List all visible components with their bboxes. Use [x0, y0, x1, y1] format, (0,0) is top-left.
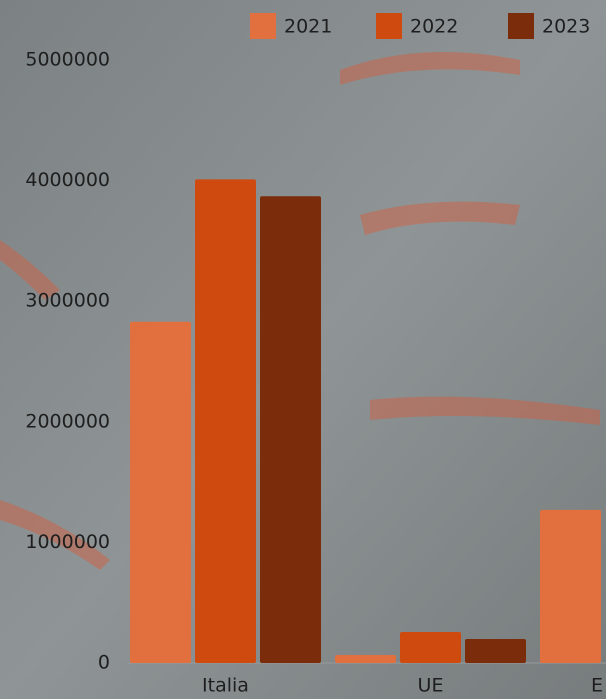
y-tick-label: 0 — [98, 652, 110, 674]
x-tick-label: Italia — [202, 675, 249, 697]
y-tick-label: 5000000 — [25, 49, 110, 71]
bar — [130, 321, 191, 663]
bar — [465, 639, 526, 663]
y-tick-label: 1000000 — [25, 531, 110, 553]
lava-streaks — [0, 52, 600, 570]
bar — [260, 196, 321, 663]
legend-label: 2023 — [542, 16, 590, 38]
y-tick-label: 2000000 — [25, 410, 110, 432]
legend-label: 2021 — [284, 16, 332, 38]
legend-swatch — [250, 13, 276, 39]
bar — [195, 179, 256, 664]
x-tick-label: UE — [418, 675, 444, 697]
legend-swatch — [508, 13, 534, 39]
y-tick-label: 3000000 — [25, 290, 110, 312]
bar — [335, 655, 396, 663]
bar — [400, 632, 461, 663]
x-tick-label: E — [591, 675, 603, 697]
legend-label: 2022 — [410, 16, 458, 38]
y-tick-label: 4000000 — [25, 169, 110, 191]
legend-swatch — [376, 13, 402, 39]
bar — [540, 509, 601, 663]
